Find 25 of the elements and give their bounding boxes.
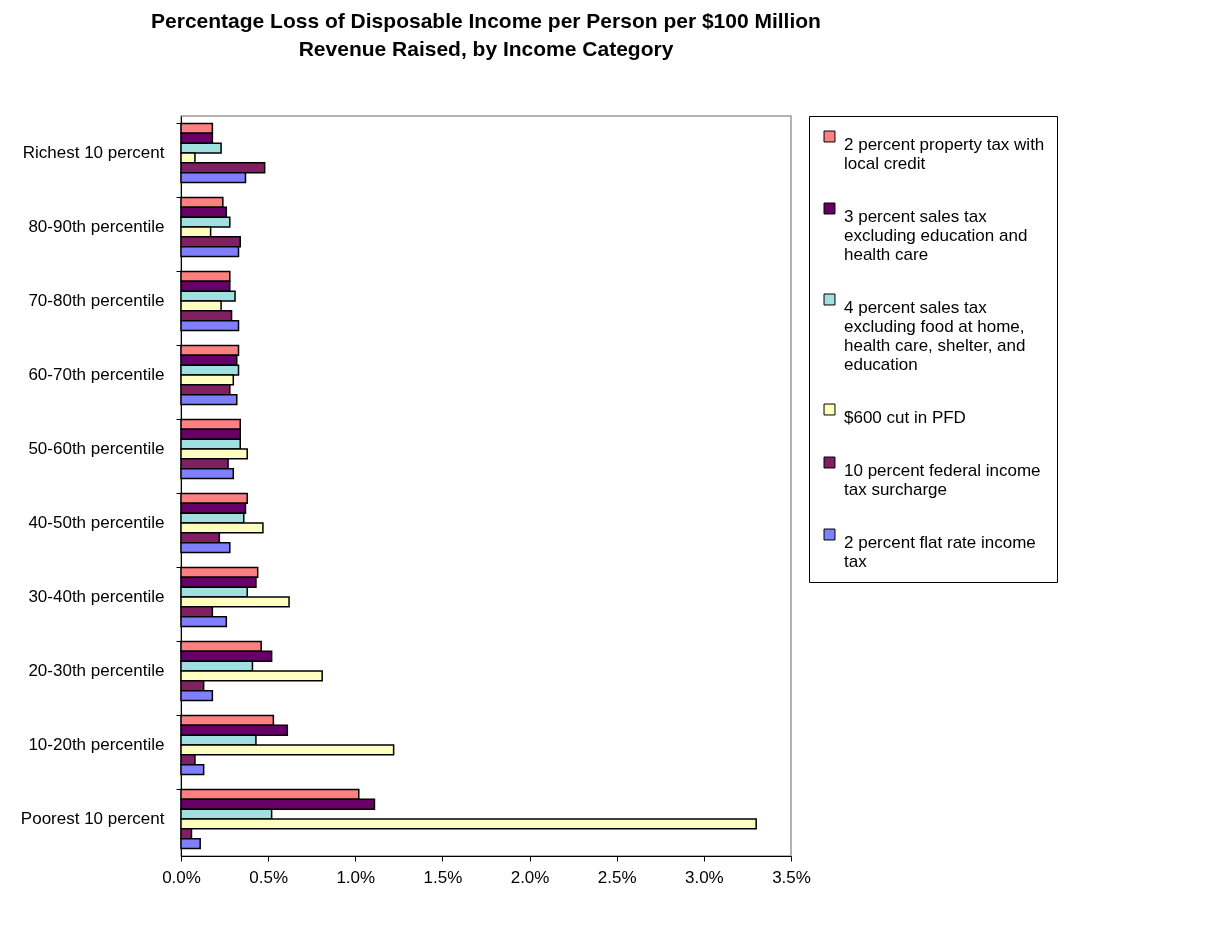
x-tick-label: 1.5% [423,867,463,887]
x-tick-label: 2.5% [597,867,637,887]
y-tick-label: 40-50th percentile [28,513,165,532]
chart-title: Percentage Loss of Disposable Income per Person per $100 Million Revenue Raised, by Income Category [151,8,821,60]
y-tick-label: Poorest 10 percent [20,809,165,828]
y-tick-label: 20-30th percentile [28,661,165,680]
x-tick-label: 3.5% [772,867,811,887]
x-tick-label: 1.0% [336,867,376,887]
y-tick-label: 50-60th percentile [28,439,165,458]
legend-label: 2 percent flat rate income tax [844,532,1036,571]
x-tick-label: 0.0% [162,867,201,887]
y-tick-label: 80-90th percentile [28,217,165,236]
legend-label: 10 percent federal income tax surcharge [844,460,1041,499]
legend-label: 4 percent sales tax excluding food at home, health care, shelter, and education [844,297,1026,374]
legend-label: 2 percent property tax with local credit [844,134,1045,173]
y-tick-label: 30-40th percentile [28,587,165,606]
x-tick-label: 3.0% [684,867,724,887]
x-tick-label: 0.5% [249,867,289,887]
legend-label: $600 cut in PFD [844,407,966,427]
x-tick-label: 2.0% [510,867,550,887]
y-tick-label: 60-70th percentile [28,365,165,384]
y-tick-label: 10-20th percentile [28,735,165,754]
y-tick-label: 70-80th percentile [28,291,165,310]
y-tick-label: Richest 10 percent [22,143,165,162]
legend-label: 3 percent sales tax excluding education and health care [844,206,1028,264]
